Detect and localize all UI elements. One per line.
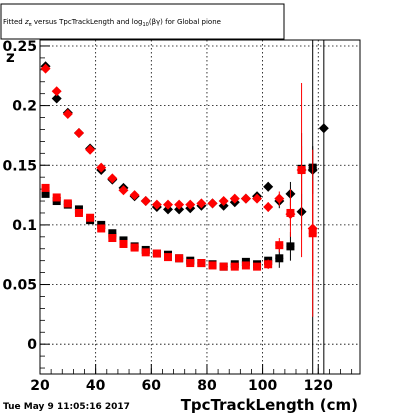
data-point-square — [130, 243, 139, 252]
data-point-diamond — [151, 199, 162, 210]
y-tick-label: 0.2 — [12, 99, 37, 115]
data-point-diamond — [196, 198, 207, 209]
x-tick-label: 40 — [86, 378, 106, 394]
data-point-diamond — [240, 193, 251, 204]
data-point-square — [286, 242, 295, 251]
y-axis-title: z — [6, 48, 15, 66]
data-point-diamond — [62, 108, 73, 119]
data-point-square — [41, 183, 50, 192]
data-point-diamond — [140, 196, 151, 207]
data-point-square — [241, 261, 250, 270]
data-point-square — [108, 229, 117, 238]
data-point-diamond — [263, 181, 274, 192]
data-point-diamond — [185, 199, 196, 210]
data-point-square — [108, 234, 117, 243]
data-point-diamond — [96, 162, 107, 173]
data-point-square — [175, 254, 184, 263]
data-point-diamond — [274, 193, 285, 204]
data-point-square — [186, 259, 195, 268]
data-point-square — [119, 239, 128, 248]
grid-layer — [40, 40, 360, 374]
data-point-square — [208, 261, 217, 270]
data-point-diamond — [51, 86, 62, 97]
y-tick-label: 0.05 — [2, 278, 37, 294]
data-point-square — [97, 224, 106, 233]
data-point-diamond — [218, 196, 229, 207]
footer-timestamp: Tue May 9 11:05:16 2017 — [3, 402, 130, 412]
data-point-diamond — [40, 63, 51, 74]
data-point-square — [197, 259, 206, 268]
data-point-square — [230, 262, 239, 271]
data-point-diamond — [296, 165, 307, 176]
data-point-square — [74, 208, 83, 217]
data-point-diamond — [318, 123, 329, 134]
x-tick-label: 20 — [30, 378, 50, 394]
data-point-square — [275, 241, 284, 250]
tick-labels: 20 40 60 80 100 120 0 0.05 0.1 0.15 0.2 0.25 — [2, 39, 333, 394]
data-point-diamond — [163, 199, 173, 210]
data-layer — [40, 40, 329, 374]
data-point-diamond — [307, 223, 318, 234]
x-tick-label: 80 — [197, 378, 217, 394]
axis-ticks — [39, 45, 353, 374]
x-axis-title: TpcTrackLength (cm) — [181, 396, 358, 414]
y-tick-label: 0.25 — [2, 39, 37, 55]
chart-title: Fitted zπ versus TpcTrackLength and log1… — [3, 18, 221, 28]
data-point-diamond — [252, 193, 263, 204]
data-point-square — [86, 213, 95, 222]
x-tick-label: 120 — [304, 378, 333, 394]
plot-frame — [39, 39, 361, 375]
series-3-diamond — [40, 63, 318, 277]
data-point-square — [275, 254, 284, 263]
data-point-square — [141, 248, 150, 257]
data-point-square — [152, 249, 161, 258]
data-point-square — [52, 193, 61, 202]
y-tick-label: 0.15 — [2, 158, 37, 174]
data-point-diamond — [51, 93, 62, 104]
x-tick-label: 60 — [142, 378, 162, 394]
series-1-diamond — [40, 40, 329, 374]
x-tick-label: 100 — [248, 378, 277, 394]
data-point-diamond — [129, 190, 140, 201]
data-point-diamond — [107, 173, 118, 184]
data-point-diamond — [118, 185, 129, 196]
data-point-square — [219, 262, 228, 271]
data-point-square — [63, 199, 72, 208]
title-box: Fitted zπ versus TpcTrackLength and log1… — [0, 3, 285, 40]
data-point-diamond — [85, 144, 96, 155]
y-tick-label: 0 — [27, 337, 37, 353]
data-point-diamond — [207, 198, 218, 209]
y-tick-label: 0.1 — [12, 218, 37, 234]
data-point-diamond — [229, 193, 240, 204]
data-point-diamond — [285, 209, 296, 220]
data-point-square — [41, 189, 50, 198]
data-point-square — [164, 253, 172, 262]
data-point-square — [253, 262, 262, 271]
data-point-square — [264, 260, 273, 269]
data-point-diamond — [174, 199, 185, 210]
data-point-diamond — [73, 128, 84, 139]
data-point-diamond — [263, 202, 274, 212]
